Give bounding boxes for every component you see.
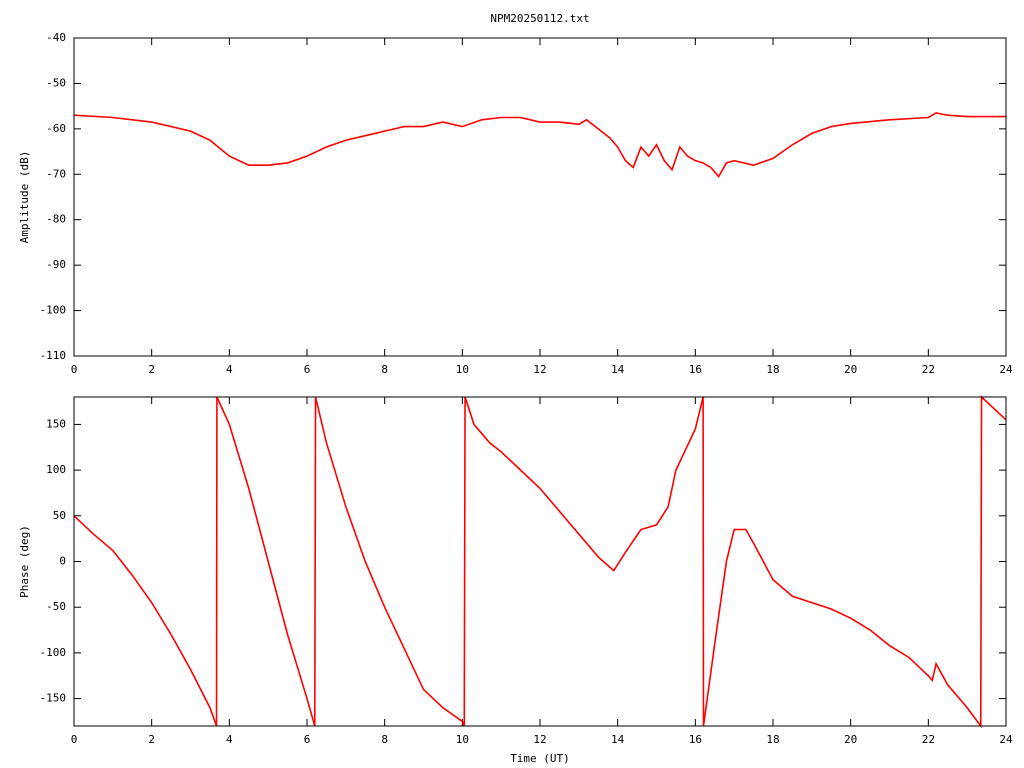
y-tick-label: -110 [40,349,67,362]
y-axis-label: Amplitude (dB) [18,151,31,244]
x-tick-label: 16 [689,733,702,746]
chart-title: NPM20250112.txt [490,12,589,25]
x-tick-label: 4 [226,733,233,746]
x-tick-label: 4 [226,363,233,376]
x-tick-label: 24 [999,733,1013,746]
data-line [73,395,1007,729]
y-tick-label: -50 [46,76,66,89]
x-tick-label: 22 [922,733,935,746]
x-tick-label: 0 [71,733,78,746]
x-tick-label: 24 [999,363,1013,376]
y-tick-label: -60 [46,122,66,135]
y-tick-label: -90 [46,258,66,271]
y-axis-label: Phase (deg) [18,525,31,598]
y-tick-label: 150 [46,417,66,430]
x-tick-label: 6 [304,733,311,746]
x-axis-label: Time (UT) [510,752,570,765]
x-tick-label: 18 [766,363,779,376]
x-tick-label: 22 [922,363,935,376]
x-tick-label: 2 [148,733,155,746]
data-line [73,112,1006,178]
y-tick-label: 50 [53,509,66,522]
y-tick-label: -70 [46,167,66,180]
x-tick-label: 8 [381,363,388,376]
y-tick-label: -150 [40,692,67,705]
x-tick-label: 16 [689,363,702,376]
x-tick-label: 12 [533,363,546,376]
x-tick-label: 6 [304,363,311,376]
y-tick-label: -100 [40,646,67,659]
plot-frame [73,37,1007,357]
x-tick-label: 12 [533,733,546,746]
x-tick-label: 10 [456,363,469,376]
y-tick-label: -40 [46,31,66,44]
y-tick-label: -100 [40,304,67,317]
y-tick-label: -50 [46,600,66,613]
x-tick-label: 0 [71,363,78,376]
x-tick-label: 8 [381,733,388,746]
x-tick-label: 14 [611,363,625,376]
y-tick-label: -80 [46,213,66,226]
y-tick-label: 0 [59,555,66,568]
x-tick-label: 2 [148,363,155,376]
x-tick-label: 10 [456,733,469,746]
y-tick-label: 100 [46,463,66,476]
x-tick-label: 14 [611,733,625,746]
plot-frame [73,396,1007,727]
x-tick-label: 20 [844,363,857,376]
x-tick-label: 18 [766,733,779,746]
x-tick-label: 20 [844,733,857,746]
